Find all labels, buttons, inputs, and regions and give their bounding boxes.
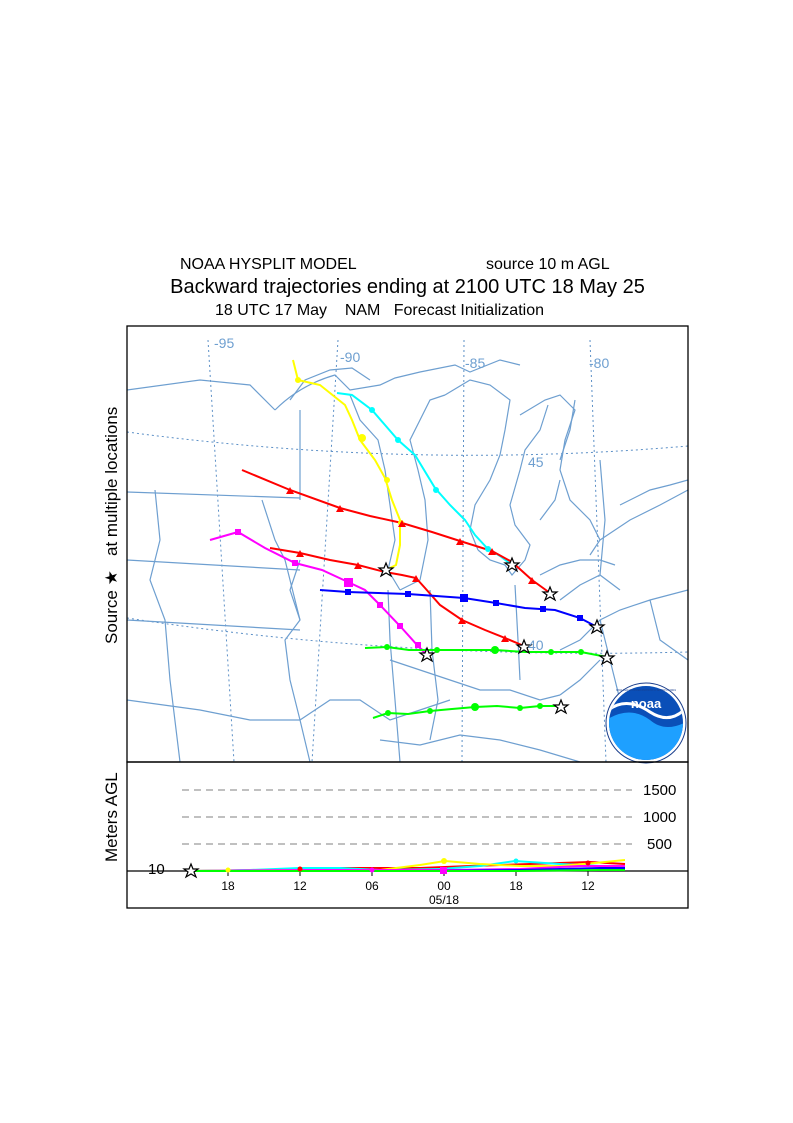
lon-label: -90 <box>340 349 360 365</box>
map-area <box>127 339 688 762</box>
source-side-label: Source ★ at multiple locations <box>102 407 121 644</box>
time-tick-label: 12 <box>293 879 307 893</box>
source-stars <box>377 556 616 715</box>
height-trajectories <box>191 859 626 872</box>
trajectory-yellow <box>292 359 401 571</box>
source-star <box>598 649 616 666</box>
source-star <box>418 646 436 663</box>
noaa-logo: noaa NATIONAL OCEANIC AND ATMOSPHERIC AD… <box>605 682 687 764</box>
height-panel: 1500 1000 500 10 Meters AGL 18 12 06 00 … <box>102 761 689 909</box>
trajectory-cyan <box>336 392 513 566</box>
trajectories <box>209 359 608 719</box>
height-level-label: 1000 <box>643 809 676 826</box>
source-star <box>515 638 533 655</box>
init-line: 18 UTC 17 May NAM Forecast Initializatio… <box>215 302 544 319</box>
time-tick-label: 06 <box>365 879 379 893</box>
source-star <box>552 698 570 715</box>
svg-text:noaa: noaa <box>631 696 662 711</box>
height-ylabel: Meters AGL <box>102 772 121 862</box>
lon-label: -85 <box>465 355 485 371</box>
time-tick-label: 18 <box>221 879 235 893</box>
lon-label: -95 <box>214 335 234 351</box>
source-height: source 10 m AGL <box>486 256 610 273</box>
height-gridlines <box>182 789 632 845</box>
height-level-label: 500 <box>647 836 672 853</box>
trajectory-green-south <box>372 704 561 719</box>
height-level-label: 1500 <box>643 782 676 799</box>
svg-text:NATIONAL OCEANIC AND ATMOSPHER: NATIONAL OCEANIC AND ATMOSPHERIC ADMINIS… <box>616 688 676 692</box>
height-source-star <box>182 862 200 879</box>
source-star <box>503 556 521 573</box>
height-frame <box>126 761 689 909</box>
time-tick-label: 00 <box>437 879 451 893</box>
time-tick-label: 12 <box>581 879 595 893</box>
model-title: NOAA HYSPLIT MODEL <box>180 256 357 273</box>
trajectory-blue <box>319 589 598 628</box>
trajectory-green-north <box>364 645 608 658</box>
boundaries <box>127 359 688 762</box>
source-star <box>541 585 559 602</box>
trajectory-markers <box>235 377 584 716</box>
height-base-label: 10 <box>148 861 165 878</box>
graticule <box>127 339 688 762</box>
lat-label: 40 <box>528 637 544 653</box>
source-star <box>588 618 606 635</box>
trajectory-title: Backward trajectories ending at 2100 UTC… <box>170 276 645 298</box>
lon-label: -80 <box>589 355 609 371</box>
date-label: 05/18 <box>429 893 459 907</box>
lat-label: 45 <box>528 454 544 470</box>
time-tick-label: 18 <box>509 879 523 893</box>
trajectory-red-north <box>241 469 551 594</box>
graticule-labels: -95 -90 -85 -80 45 40 <box>214 335 609 653</box>
source-star <box>377 561 395 578</box>
